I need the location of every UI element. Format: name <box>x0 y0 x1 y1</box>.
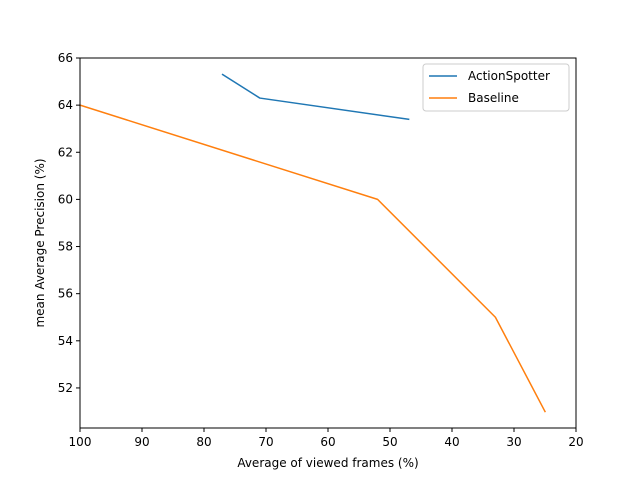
x-tick-label: 100 <box>69 435 92 449</box>
x-tick-label: 20 <box>568 435 583 449</box>
x-axis: 100 90 80 70 60 50 40 30 20 <box>69 428 584 449</box>
legend: ActionSpotter Baseline <box>422 63 570 112</box>
y-tick-label: 52 <box>58 381 73 395</box>
x-tick-label: 40 <box>444 435 459 449</box>
y-axis-title: mean Average Precision (%) <box>33 158 47 327</box>
y-tick-label: 62 <box>58 145 73 159</box>
x-tick-label: 60 <box>320 435 335 449</box>
series-layer <box>79 73 547 413</box>
series-line-baseline <box>79 104 547 413</box>
y-axis: 52 54 56 58 60 62 64 66 <box>58 51 80 395</box>
y-tick-label: 56 <box>58 287 73 301</box>
y-tick-label: 60 <box>58 192 73 206</box>
x-axis-title: Average of viewed frames (%) <box>237 456 418 470</box>
legend-label-baseline: Baseline <box>468 91 519 105</box>
x-tick-label: 80 <box>196 435 211 449</box>
legend-label-actionspotter: ActionSpotter <box>468 69 550 83</box>
x-tick-label: 50 <box>382 435 397 449</box>
y-tick-label: 54 <box>58 334 73 348</box>
x-tick-label: 30 <box>506 435 521 449</box>
series-line-actionspotter <box>221 73 410 121</box>
y-tick-label: 64 <box>58 98 73 112</box>
y-tick-label: 58 <box>58 240 73 254</box>
x-tick-label: 90 <box>134 435 149 449</box>
x-tick-label: 70 <box>258 435 273 449</box>
y-tick-label: 66 <box>58 51 73 65</box>
legend-box <box>422 63 570 112</box>
